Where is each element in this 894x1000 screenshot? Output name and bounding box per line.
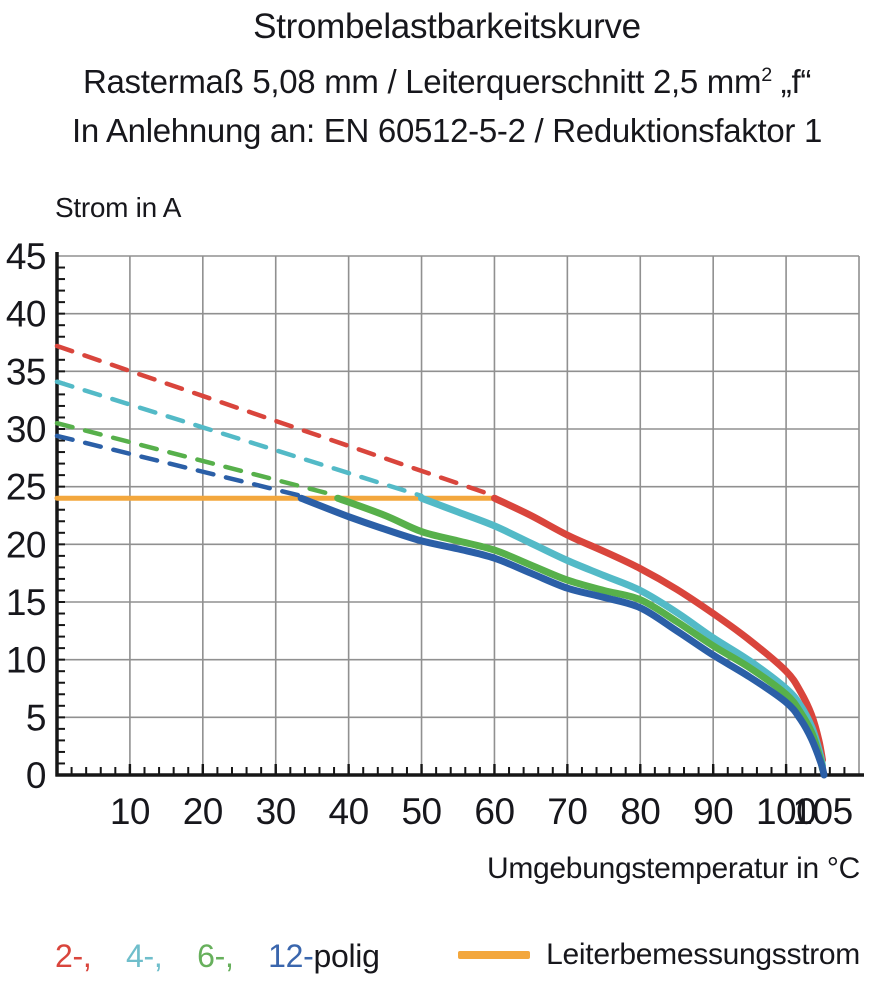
legend-rated-current: Leiterbemessungsstrom: [458, 938, 860, 972]
legend-poles: 2-, 4-, 6-, 12-polig: [55, 938, 380, 975]
tick-label: 20: [6, 524, 46, 565]
tick-label: 10: [110, 791, 150, 832]
chart-title-block: Strombelastbarkeitskurve Rastermaß 5,08 …: [0, 2, 894, 155]
legend-pole-2: 2-,: [55, 938, 92, 974]
tick-label: 90: [693, 791, 733, 832]
curve-12-polig: [297, 494, 828, 779]
chart-subtitle-1: Rastermaß 5,08 mm / Leiterquerschnitt 2,…: [82, 63, 812, 100]
curve-6-polig: [334, 494, 826, 773]
tick-label: 40: [329, 791, 369, 832]
rated-current-label: Leiterbemessungsstrom: [546, 938, 860, 971]
tick-label: 45: [6, 236, 46, 277]
tick-label: 70: [547, 791, 587, 832]
superscript-2: 2: [761, 64, 772, 86]
tick-label: 30: [6, 409, 46, 450]
legend-pole-12: 12-: [268, 938, 314, 974]
chart-subtitle-2: In Anlehnung an: EN 60512-5-2 / Reduktio…: [71, 112, 822, 149]
legend-pole-6: 6-,: [197, 938, 234, 974]
tick-label: 0: [26, 755, 46, 796]
curve-4-polig: [418, 494, 826, 770]
tick-label: 25: [6, 467, 46, 508]
tick-label: 100: [756, 791, 816, 832]
chart-title: Strombelastbarkeitskurve: [253, 7, 641, 46]
y-axis-label: Strom in A: [55, 192, 182, 223]
tick-label: 30: [256, 791, 296, 832]
tick-label: 15: [6, 582, 46, 623]
tick-label: 5: [26, 697, 46, 738]
tick-label: 60: [474, 791, 514, 832]
legend: 2-, 4-, 6-, 12-polig Leiterbemessungsstr…: [0, 938, 894, 988]
curve-2-polig-gestrichelt: [54, 343, 497, 499]
tick-label: 80: [620, 791, 660, 832]
curve-12-polig-gestrichelt: [54, 433, 304, 499]
tick-label: 40: [6, 294, 46, 335]
tick-label: 105: [792, 791, 852, 832]
tick-label: 20: [183, 791, 223, 832]
x-axis-label: Umgebungstemperatur in °C: [486, 852, 860, 885]
legend-pole-4: 4-,: [126, 938, 163, 974]
tick-label: 10: [6, 640, 46, 681]
tick-label: 50: [401, 791, 441, 832]
curve-4-polig-gestrichelt: [54, 379, 424, 499]
rated-current-swatch: [458, 951, 531, 959]
curve-2-polig: [491, 494, 826, 764]
legend-poles-suffix: polig: [313, 938, 380, 974]
tick-label: 35: [6, 351, 46, 392]
curve-6-polig-gestrichelt: [54, 420, 340, 499]
